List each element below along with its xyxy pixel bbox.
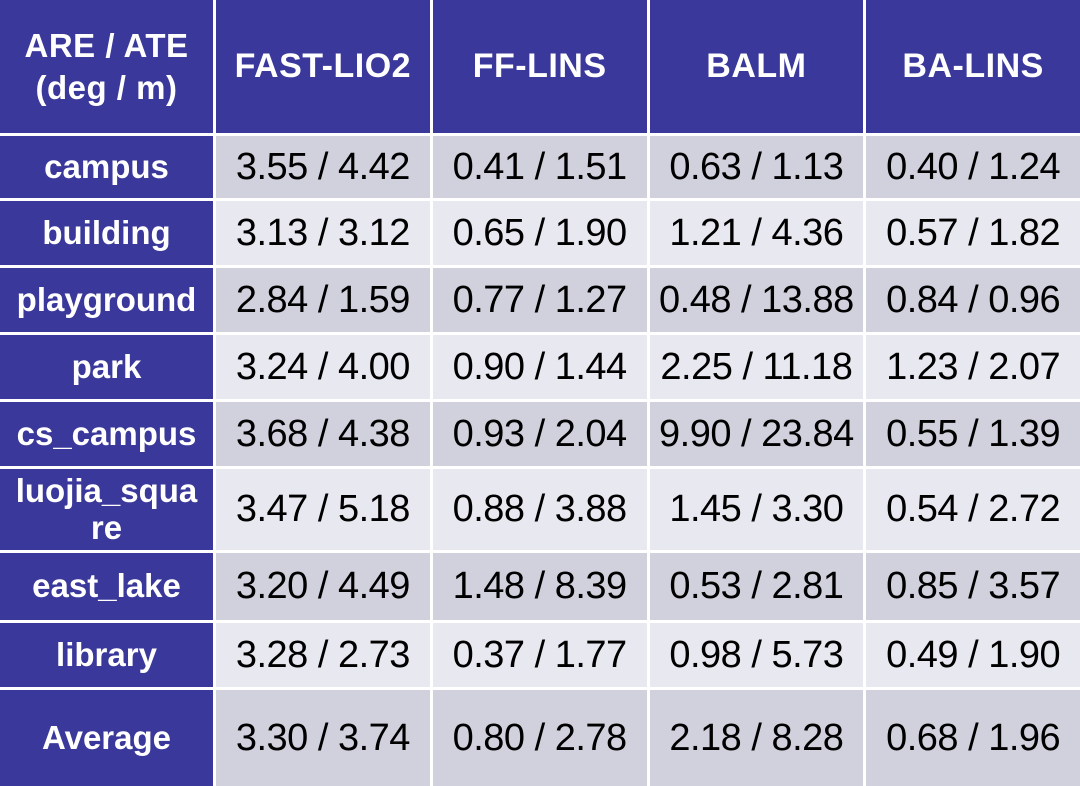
data-cell: 0.49 / 1.90 [866,623,1080,687]
data-cell: 1.45 / 3.30 [649,469,864,550]
corner-header: ARE / ATE (deg / m) [0,0,213,133]
data-cell: 3.55 / 4.42 [216,136,430,198]
data-cell: 3.30 / 3.74 [216,690,430,786]
row-label-cs-campus: cs_campus [0,402,213,466]
data-cell: 0.55 / 1.39 [866,402,1080,466]
data-cell: 9.90 / 23.84 [649,402,864,466]
data-cell: 0.85 / 3.57 [866,553,1080,620]
data-cell: 1.21 / 4.36 [649,201,864,265]
data-cell: 1.23 / 2.07 [866,335,1080,399]
column-header-fast-lio2: FAST-LIO2 [216,0,430,133]
data-cell: 0.40 / 1.24 [866,136,1080,198]
data-cell: 3.47 / 5.18 [216,469,430,550]
data-cell: 0.63 / 1.13 [649,136,864,198]
data-cell: 0.93 / 2.04 [432,402,647,466]
row-label-campus: campus [0,136,213,198]
data-cell: 0.68 / 1.96 [866,690,1080,786]
row-label-park: park [0,335,213,399]
row-label-luojia-square: luojia_square [0,469,213,550]
data-cell: 3.68 / 4.38 [216,402,430,466]
row-label-east-lake: east_lake [0,553,213,620]
data-cell: 0.53 / 2.81 [649,553,864,620]
row-label-average: Average [0,690,213,786]
data-cell: 0.41 / 1.51 [432,136,647,198]
data-cell: 2.25 / 11.18 [649,335,864,399]
data-cell: 2.18 / 8.28 [649,690,864,786]
data-cell: 3.24 / 4.00 [216,335,430,399]
data-cell: 0.98 / 5.73 [649,623,864,687]
data-cell: 0.54 / 2.72 [866,469,1080,550]
row-label-playground: playground [0,268,213,332]
data-cell: 0.37 / 1.77 [432,623,647,687]
column-header-balm: BALM [649,0,864,133]
data-cell: 3.20 / 4.49 [216,553,430,620]
data-cell: 0.48 / 13.88 [649,268,864,332]
data-cell: 0.90 / 1.44 [432,335,647,399]
data-cell: 2.84 / 1.59 [216,268,430,332]
data-cell: 0.77 / 1.27 [432,268,647,332]
column-header-ff-lins: FF-LINS [432,0,647,133]
data-cell: 0.65 / 1.90 [432,201,647,265]
row-label-library: library [0,623,213,687]
data-cell: 3.28 / 2.73 [216,623,430,687]
column-header-ba-lins: BA-LINS [866,0,1080,133]
data-cell: 0.84 / 0.96 [866,268,1080,332]
data-cell: 1.48 / 8.39 [432,553,647,620]
data-cell: 3.13 / 3.12 [216,201,430,265]
row-label-building: building [0,201,213,265]
data-cell: 0.80 / 2.78 [432,690,647,786]
data-cell: 0.57 / 1.82 [866,201,1080,265]
data-cell: 0.88 / 3.88 [432,469,647,550]
